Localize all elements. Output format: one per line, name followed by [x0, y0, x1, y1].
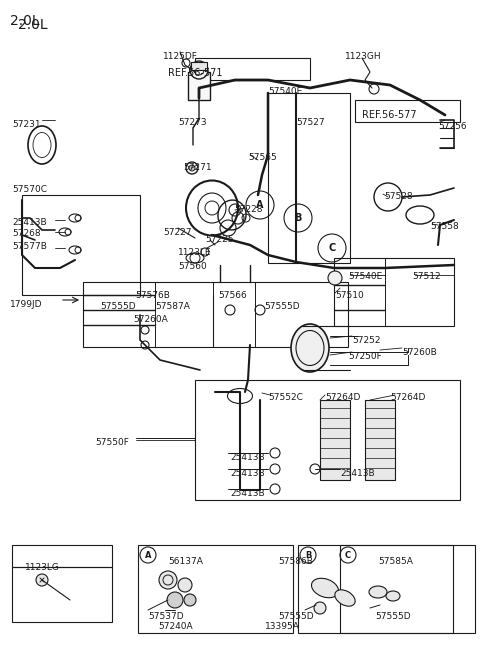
Text: 57256: 57256	[438, 122, 467, 131]
Circle shape	[190, 61, 208, 79]
Text: 57587A: 57587A	[155, 302, 190, 311]
Bar	[83, 282, 348, 347]
Text: 57227: 57227	[163, 228, 192, 237]
Text: 25413B: 25413B	[230, 453, 264, 462]
Text: 2.0L: 2.0L	[10, 14, 40, 28]
Text: 1125DF: 1125DF	[163, 52, 198, 61]
Bar	[298, 545, 453, 633]
Text: 1123GH: 1123GH	[345, 52, 382, 61]
Text: 56137A: 56137A	[168, 557, 203, 566]
Ellipse shape	[386, 591, 400, 601]
Circle shape	[314, 602, 326, 614]
Bar	[340, 545, 475, 633]
Circle shape	[328, 271, 342, 285]
Text: 57550F: 57550F	[95, 438, 129, 447]
Text: 2.0L: 2.0L	[18, 18, 48, 32]
Text: 57560: 57560	[178, 262, 207, 271]
Text: 57252: 57252	[352, 336, 381, 345]
Text: 57565: 57565	[248, 153, 277, 162]
Text: A: A	[145, 550, 151, 559]
Text: 57528: 57528	[384, 192, 413, 201]
Text: 57577B: 57577B	[12, 242, 47, 251]
Text: 1123LG: 1123LG	[25, 563, 60, 572]
Text: REF.56-571: REF.56-571	[168, 68, 223, 78]
Text: 25413B: 25413B	[12, 218, 47, 227]
Text: 57585A: 57585A	[378, 557, 413, 566]
Text: 25413B: 25413B	[340, 469, 374, 478]
Text: 1799JD: 1799JD	[10, 300, 43, 309]
Bar	[365, 400, 395, 480]
Text: 57225: 57225	[205, 235, 233, 244]
Text: 57260B: 57260B	[402, 348, 437, 357]
Bar	[195, 58, 310, 80]
Text: B: B	[305, 550, 311, 559]
Bar	[195, 380, 460, 500]
Text: 57512: 57512	[412, 272, 441, 281]
Text: 57555D: 57555D	[100, 302, 136, 311]
Bar	[188, 72, 210, 100]
Circle shape	[184, 594, 196, 606]
Ellipse shape	[335, 590, 355, 606]
Circle shape	[189, 165, 195, 171]
Bar	[12, 567, 112, 622]
Circle shape	[178, 578, 192, 592]
Bar	[334, 258, 454, 326]
Text: A: A	[256, 200, 264, 210]
Text: REF.56-577: REF.56-577	[362, 110, 417, 120]
Text: 57510: 57510	[335, 291, 364, 300]
Bar	[320, 400, 350, 480]
Text: 57576B: 57576B	[135, 291, 170, 300]
Bar	[22, 195, 140, 295]
Circle shape	[159, 571, 177, 589]
Bar	[138, 545, 293, 633]
Text: 57570C: 57570C	[12, 185, 47, 194]
Text: 57240A: 57240A	[158, 622, 192, 631]
Bar	[268, 93, 350, 263]
Text: C: C	[328, 243, 336, 253]
Text: 1123LE: 1123LE	[178, 248, 212, 257]
Text: 57271: 57271	[183, 163, 212, 172]
Text: 57555D: 57555D	[375, 612, 410, 621]
Bar	[355, 100, 460, 122]
Bar	[12, 545, 112, 567]
Text: 57540E: 57540E	[348, 272, 382, 281]
Circle shape	[36, 574, 48, 586]
Ellipse shape	[312, 578, 338, 598]
Text: 57264D: 57264D	[390, 393, 425, 402]
Bar	[191, 62, 207, 70]
Text: 57540E: 57540E	[268, 87, 302, 96]
Text: 57566: 57566	[218, 291, 247, 300]
Text: 57555D: 57555D	[278, 612, 313, 621]
Text: 57527: 57527	[296, 118, 324, 127]
Text: B: B	[294, 213, 302, 223]
Text: 57555D: 57555D	[264, 302, 300, 311]
Text: 25413B: 25413B	[230, 489, 264, 498]
Ellipse shape	[291, 324, 329, 372]
Text: 25413B: 25413B	[230, 469, 264, 478]
Ellipse shape	[369, 586, 387, 598]
Text: 57537D: 57537D	[148, 612, 184, 621]
Text: 57260A: 57260A	[133, 315, 168, 324]
Text: C: C	[345, 550, 351, 559]
Text: 57231: 57231	[12, 120, 41, 129]
Text: 57273: 57273	[178, 118, 206, 127]
Text: 57264D: 57264D	[325, 393, 360, 402]
Text: 13395A: 13395A	[265, 622, 300, 631]
Circle shape	[167, 592, 183, 608]
Text: 57268: 57268	[12, 229, 41, 238]
Text: 57228: 57228	[234, 205, 263, 214]
Text: 57552C: 57552C	[268, 393, 303, 402]
Text: 57558: 57558	[430, 222, 459, 231]
Text: 57586B: 57586B	[278, 557, 313, 566]
Text: 57250F: 57250F	[348, 352, 382, 361]
